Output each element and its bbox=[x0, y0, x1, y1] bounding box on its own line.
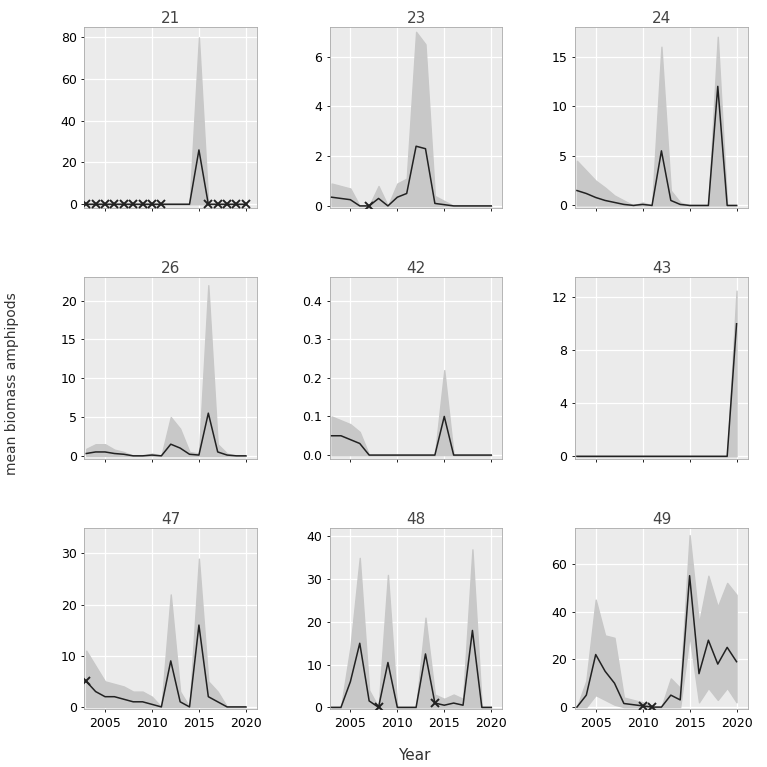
Title: 42: 42 bbox=[407, 262, 426, 276]
Title: 43: 43 bbox=[652, 262, 671, 276]
Title: 23: 23 bbox=[407, 11, 426, 25]
Title: 48: 48 bbox=[407, 512, 426, 527]
Title: 47: 47 bbox=[161, 512, 180, 527]
Text: Year: Year bbox=[398, 748, 430, 763]
Title: 49: 49 bbox=[652, 512, 671, 527]
Title: 24: 24 bbox=[652, 11, 671, 25]
Title: 26: 26 bbox=[161, 262, 180, 276]
Text: mean biomass amphipods: mean biomass amphipods bbox=[5, 292, 18, 475]
Title: 21: 21 bbox=[161, 11, 180, 25]
